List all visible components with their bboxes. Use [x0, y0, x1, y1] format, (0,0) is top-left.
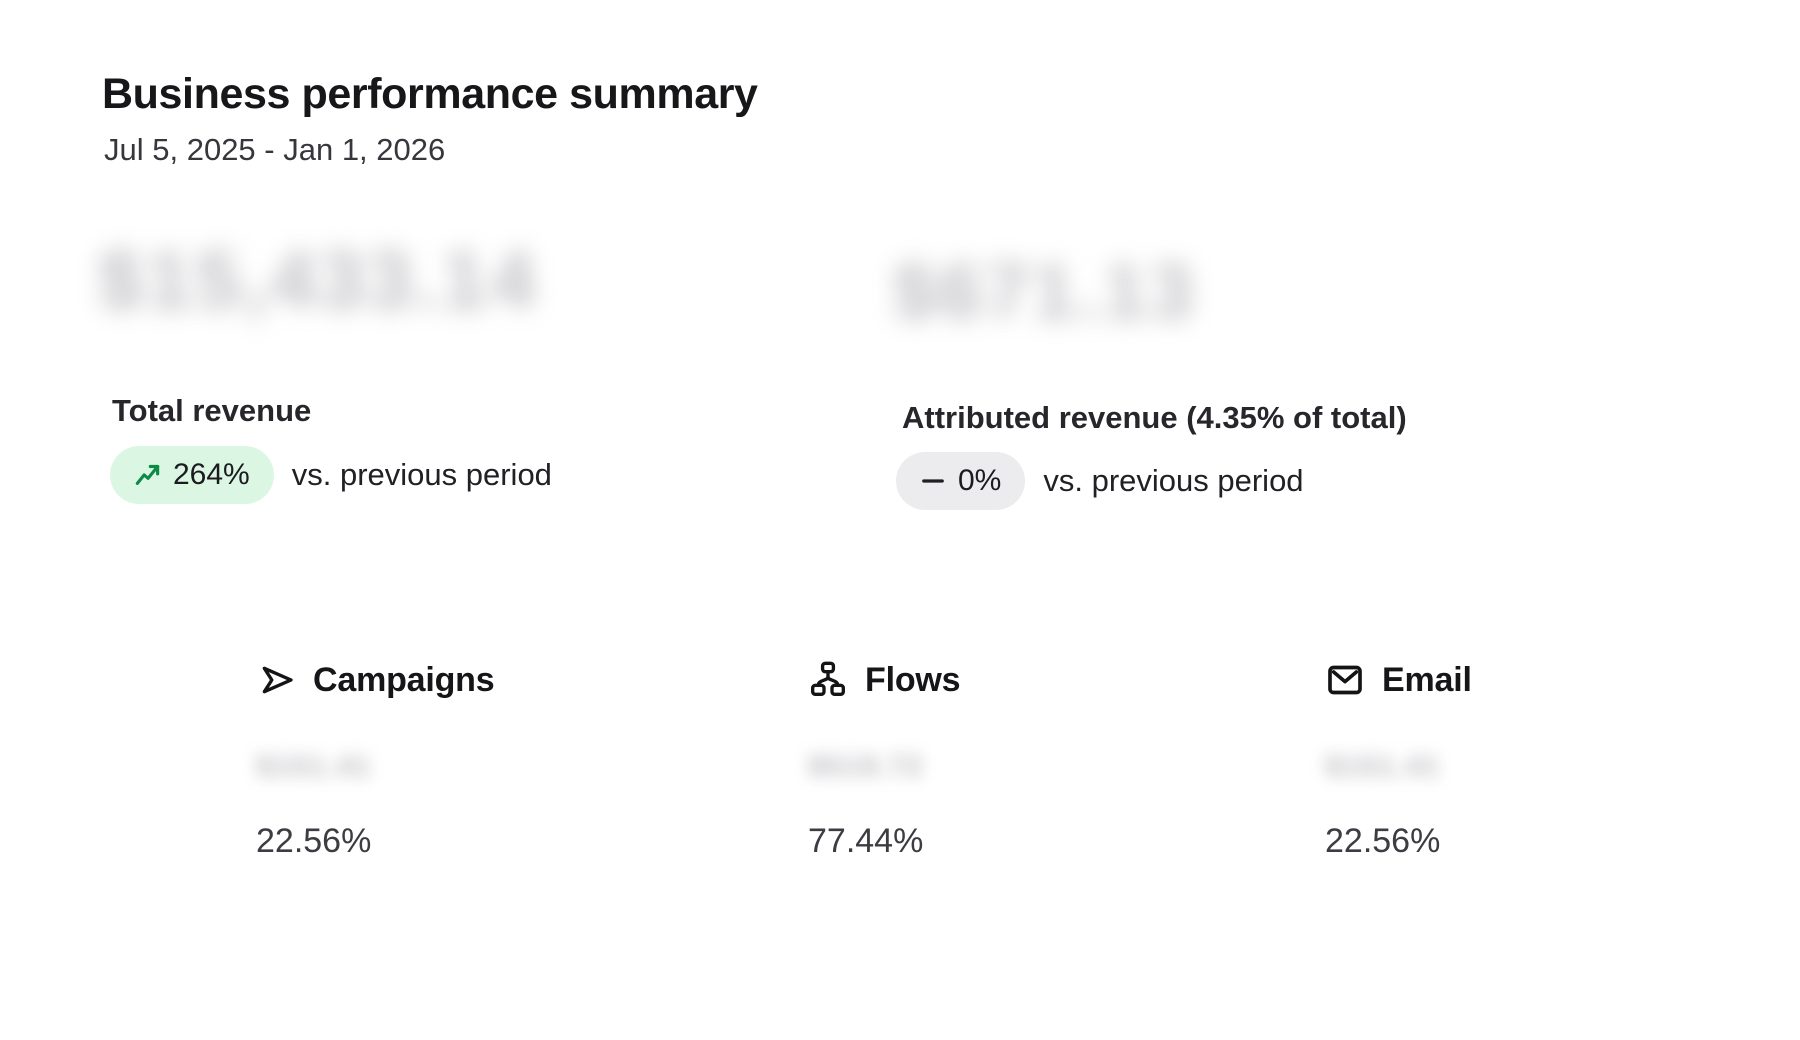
channel-campaigns-share: 22.56%	[256, 822, 372, 860]
channel-campaigns-header: Campaigns	[256, 660, 756, 700]
attributed-revenue-value: $671.13	[893, 247, 1196, 335]
attributed-revenue-change-value: 0%	[958, 464, 1002, 497]
total-revenue-change-badge: 264%	[110, 446, 274, 504]
attributed-revenue-label: Attributed revenue (4.35% of total)	[902, 400, 1407, 435]
total-revenue-change-value: 264%	[173, 458, 250, 491]
channel-campaigns-value: $151.41	[256, 750, 372, 783]
send-icon	[256, 660, 296, 700]
channel-flows-label: Flows	[865, 660, 961, 699]
channel-email-header: Email	[1325, 660, 1800, 700]
total-revenue-change-row: 264% vs. previous period	[110, 446, 552, 504]
attributed-revenue-change-badge: 0%	[896, 452, 1026, 510]
channel-flows-header: Flows	[808, 660, 1308, 700]
flow-icon	[808, 660, 848, 700]
trend-up-icon	[134, 462, 161, 489]
total-revenue-comparison-label: vs. previous period	[291, 457, 552, 492]
dash-icon	[920, 468, 946, 494]
envelope-icon	[1325, 660, 1365, 700]
channel-flows-value: $519.72	[808, 750, 924, 783]
attributed-revenue-change-row: 0% vs. previous period	[896, 452, 1304, 510]
channel-email: Email $151.41 22.56%	[1325, 660, 1800, 861]
channel-flows: Flows $519.72 77.44%	[808, 660, 1308, 861]
channel-campaigns: Campaigns $151.41 22.56%	[256, 660, 756, 861]
attributed-revenue-comparison-label: vs. previous period	[1043, 463, 1304, 498]
date-range: Jul 5, 2025 - Jan 1, 2026	[104, 132, 446, 167]
channel-email-value: $151.41	[1325, 750, 1441, 783]
total-revenue-value: $15,433.14	[98, 235, 539, 326]
total-revenue-label: Total revenue	[112, 393, 312, 428]
channel-campaigns-label: Campaigns	[313, 660, 495, 699]
channel-email-label: Email	[1382, 660, 1472, 699]
channel-email-share: 22.56%	[1325, 822, 1441, 860]
page-title: Business performance summary	[102, 70, 758, 118]
channel-flows-share: 77.44%	[808, 822, 924, 860]
